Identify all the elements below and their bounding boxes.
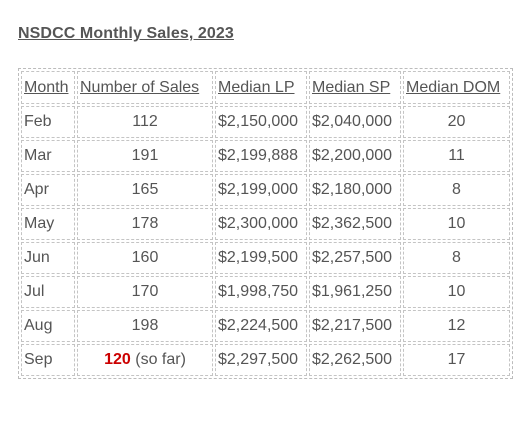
cell-month: Apr [21,174,75,206]
cell-median-lp: $2,150,000 [215,106,307,138]
cell-number-of-sales: 191 [77,140,213,172]
cell-month: Feb [21,106,75,138]
cell-month: Jul [21,276,75,308]
cell-median-lp: $2,300,000 [215,208,307,240]
table-header-row: Month Number of Sales Median LP Median S… [21,71,510,104]
table-row: Mar 191 $2,199,888 $2,200,000 11 [21,140,510,172]
cell-median-dom: 20 [403,106,510,138]
table-row: Jul 170 $1,998,750 $1,961,250 10 [21,276,510,308]
cell-number-of-sales: 170 [77,276,213,308]
cell-number-of-sales: 160 [77,242,213,274]
header-number-of-sales: Number of Sales [77,71,213,104]
cell-median-dom: 8 [403,174,510,206]
cell-median-dom: 11 [403,140,510,172]
cell-number-of-sales: 120 (so far) [77,344,213,376]
table-row: May 178 $2,300,000 $2,362,500 10 [21,208,510,240]
table-row: Jun 160 $2,199,500 $2,257,500 8 [21,242,510,274]
cell-median-dom: 10 [403,276,510,308]
header-median-dom: Median DOM [403,71,510,104]
cell-median-lp: $2,199,500 [215,242,307,274]
cell-median-dom: 8 [403,242,510,274]
header-median-lp: Median LP [215,71,307,104]
cell-median-lp: $2,224,500 [215,310,307,342]
table-row: Aug 198 $2,224,500 $2,217,500 12 [21,310,510,342]
cell-median-sp: $2,217,500 [309,310,401,342]
table-row: Feb 112 $2,150,000 $2,040,000 20 [21,106,510,138]
cell-number-of-sales: 112 [77,106,213,138]
table-row: Apr 165 $2,199,000 $2,180,000 8 [21,174,510,206]
cell-median-dom: 10 [403,208,510,240]
cell-month: Sep [21,344,75,376]
cell-median-lp: $2,297,500 [215,344,307,376]
header-median-sp: Median SP [309,71,401,104]
cell-median-sp: $2,257,500 [309,242,401,274]
cell-month: Mar [21,140,75,172]
header-month: Month [21,71,75,104]
cell-median-lp: $2,199,888 [215,140,307,172]
cell-number-of-sales: 178 [77,208,213,240]
cell-median-sp: $2,200,000 [309,140,401,172]
page-title: NSDCC Monthly Sales, 2023 [18,25,234,42]
cell-median-sp: $1,961,250 [309,276,401,308]
cell-median-sp: $2,362,500 [309,208,401,240]
cell-median-dom: 12 [403,310,510,342]
sales-count-note: (so far) [135,351,186,368]
cell-median-sp: $2,180,000 [309,174,401,206]
cell-median-sp: $2,040,000 [309,106,401,138]
cell-number-of-sales: 198 [77,310,213,342]
cell-month: Jun [21,242,75,274]
table-row: Sep 120 (so far) $2,297,500 $2,262,500 1… [21,344,510,376]
cell-median-lp: $1,998,750 [215,276,307,308]
sales-count-highlight: 120 [104,351,131,368]
cell-month: May [21,208,75,240]
cell-median-sp: $2,262,500 [309,344,401,376]
monthly-sales-table: Month Number of Sales Median LP Median S… [18,68,513,379]
cell-median-lp: $2,199,000 [215,174,307,206]
cell-month: Aug [21,310,75,342]
cell-number-of-sales: 165 [77,174,213,206]
cell-median-dom: 17 [403,344,510,376]
